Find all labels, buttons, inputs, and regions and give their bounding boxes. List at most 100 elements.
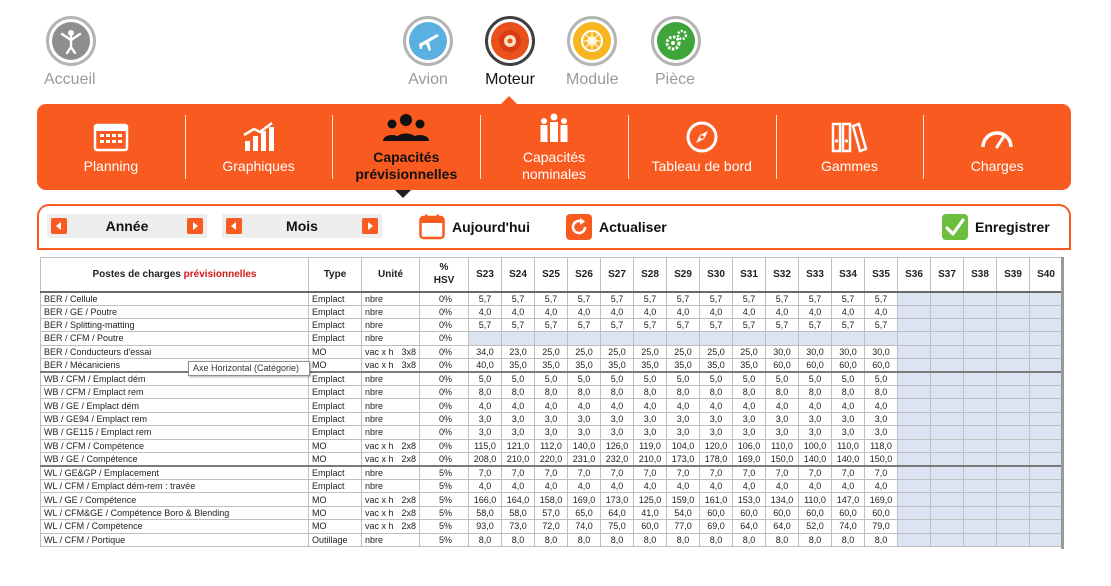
week-value-cell[interactable]: 4,0 (798, 398, 832, 413)
week-value-cell[interactable] (897, 344, 931, 360)
week-value-cell[interactable] (996, 358, 1030, 374)
week-value-cell[interactable]: 4,0 (765, 398, 799, 413)
week-value-cell[interactable]: 60,0 (765, 358, 799, 374)
week-value-cell[interactable]: 60,0 (732, 505, 766, 521)
unit-cell[interactable]: vac x h 2x8 (361, 505, 420, 521)
week-value-cell[interactable]: 3,0 (468, 411, 502, 427)
week-value-cell[interactable]: 3,0 (534, 411, 568, 427)
week-value-cell[interactable]: 57,0 (534, 505, 568, 521)
type-cell[interactable]: Emplact (308, 398, 362, 413)
week-value-cell[interactable] (930, 371, 964, 387)
week-value-cell[interactable] (897, 465, 931, 480)
week-value-cell[interactable] (1029, 479, 1063, 494)
week-value-cell[interactable]: 8,0 (468, 532, 502, 547)
week-value-cell[interactable] (1029, 331, 1063, 346)
poste-cell[interactable]: WL / CFM / Portique (40, 532, 309, 547)
week-value-cell[interactable] (996, 304, 1030, 319)
nav-moteur[interactable]: Moteur (484, 16, 536, 89)
type-cell[interactable]: Emplact (308, 331, 362, 346)
week-value-cell[interactable] (897, 479, 931, 494)
pct-cell[interactable]: 0% (419, 425, 469, 440)
week-value-cell[interactable] (930, 505, 964, 521)
week-value-cell[interactable] (930, 465, 964, 480)
week-value-cell[interactable]: 210,0 (633, 452, 667, 467)
week-value-cell[interactable]: 8,0 (831, 532, 865, 547)
week-value-cell[interactable]: 25,0 (699, 344, 733, 360)
week-value-cell[interactable]: 4,0 (468, 398, 502, 413)
week-value-cell[interactable]: 58,0 (468, 505, 502, 521)
week-value-cell[interactable]: 4,0 (534, 479, 568, 494)
unit-cell[interactable]: nbre (361, 398, 420, 413)
poste-cell[interactable]: WL / CFM&GE / Compétence Boro & Blending (40, 505, 309, 521)
week-value-cell[interactable]: 25,0 (666, 344, 700, 360)
week-value-cell[interactable]: 8,0 (765, 532, 799, 547)
week-value-cell[interactable]: 4,0 (501, 398, 535, 413)
type-cell[interactable]: Emplact (308, 479, 362, 494)
week-value-cell[interactable] (963, 505, 997, 521)
week-value-cell[interactable]: 7,0 (468, 465, 502, 480)
week-value-cell[interactable] (897, 317, 931, 333)
week-value-cell[interactable]: 126,0 (600, 438, 634, 454)
week-value-cell[interactable]: 4,0 (501, 304, 535, 319)
week-value-cell[interactable]: 7,0 (732, 465, 766, 480)
week-value-cell[interactable]: 8,0 (567, 532, 601, 547)
week-value-cell[interactable]: 60,0 (798, 358, 832, 374)
week-value-cell[interactable]: 4,0 (765, 304, 799, 319)
week-value-cell[interactable]: 73,0 (501, 519, 535, 534)
week-value-cell[interactable]: 231,0 (567, 452, 601, 467)
week-value-cell[interactable] (963, 492, 997, 507)
week-value-cell[interactable]: 3,0 (666, 425, 700, 440)
week-value-cell[interactable] (930, 411, 964, 427)
week-value-cell[interactable]: 77,0 (666, 519, 700, 534)
week-value-cell[interactable]: 150,0 (765, 452, 799, 467)
week-value-cell[interactable]: 60,0 (765, 505, 799, 521)
week-value-cell[interactable]: 75,0 (600, 519, 634, 534)
week-value-cell[interactable]: 110,0 (798, 492, 832, 507)
week-value-cell[interactable]: 5,7 (468, 317, 502, 333)
save-button[interactable]: Enregistrer (942, 213, 1050, 241)
week-value-cell[interactable]: 106,0 (732, 438, 766, 454)
type-cell[interactable]: MO (308, 438, 362, 454)
week-value-cell[interactable] (963, 398, 997, 413)
week-value-cell[interactable]: 5,7 (732, 317, 766, 333)
week-value-cell[interactable] (1029, 371, 1063, 387)
week-value-cell[interactable] (996, 371, 1030, 387)
week-value-cell[interactable] (930, 385, 964, 400)
poste-cell[interactable]: WL / CFM / Compétence (40, 519, 309, 534)
pct-cell[interactable]: 0% (419, 291, 469, 306)
week-value-cell[interactable]: 35,0 (501, 358, 535, 374)
week-value-cell[interactable] (1029, 532, 1063, 547)
week-value-cell[interactable]: 8,0 (699, 385, 733, 400)
week-value-cell[interactable]: 3,0 (765, 425, 799, 440)
week-value-cell[interactable]: 4,0 (831, 398, 865, 413)
pct-cell[interactable]: 0% (419, 331, 469, 346)
week-value-cell[interactable] (930, 519, 964, 534)
week-value-cell[interactable] (1029, 344, 1063, 360)
week-value-cell[interactable]: 4,0 (567, 479, 601, 494)
week-value-cell[interactable] (996, 438, 1030, 454)
week-value-cell[interactable]: 35,0 (666, 358, 700, 374)
week-value-cell[interactable] (963, 291, 997, 306)
week-value-cell[interactable]: 65,0 (567, 505, 601, 521)
week-value-cell[interactable] (963, 304, 997, 319)
week-value-cell[interactable] (996, 385, 1030, 400)
week-value-cell[interactable]: 8,0 (699, 532, 733, 547)
week-value-cell[interactable] (897, 519, 931, 534)
week-value-cell[interactable] (897, 492, 931, 507)
week-value-cell[interactable]: 8,0 (534, 385, 568, 400)
week-value-cell[interactable] (765, 331, 799, 346)
week-value-cell[interactable]: 5,7 (864, 291, 898, 306)
type-cell[interactable]: Outillage (308, 532, 362, 547)
type-cell[interactable]: MO (308, 505, 362, 521)
week-value-cell[interactable] (1029, 358, 1063, 374)
week-value-cell[interactable]: 3,0 (567, 411, 601, 427)
week-value-cell[interactable]: 3,0 (699, 411, 733, 427)
week-value-cell[interactable]: 3,0 (765, 411, 799, 427)
week-value-cell[interactable]: 8,0 (501, 532, 535, 547)
week-value-cell[interactable]: 4,0 (600, 479, 634, 494)
pct-cell[interactable]: 0% (419, 385, 469, 400)
week-value-cell[interactable]: 60,0 (699, 505, 733, 521)
week-value-cell[interactable]: 4,0 (633, 479, 667, 494)
week-value-cell[interactable]: 134,0 (765, 492, 799, 507)
week-value-cell[interactable]: 100,0 (798, 438, 832, 454)
